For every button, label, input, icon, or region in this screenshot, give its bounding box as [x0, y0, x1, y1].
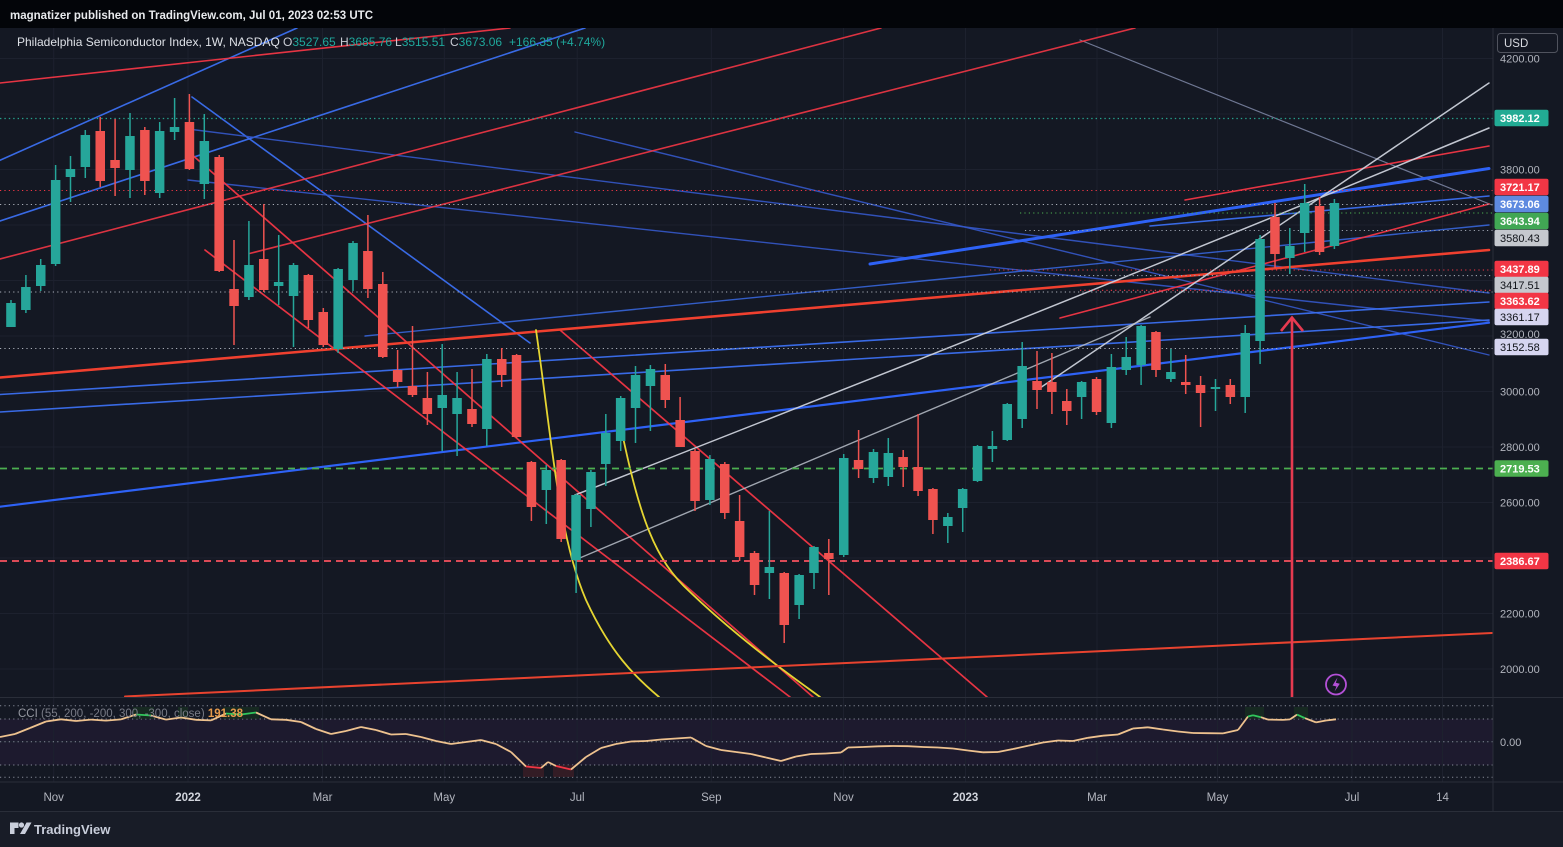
svg-text:2719.53: 2719.53 [1500, 464, 1540, 476]
svg-text:2022: 2022 [175, 792, 201, 804]
svg-text:3800.00: 3800.00 [1500, 165, 1540, 177]
svg-text:3643.94: 3643.94 [1500, 216, 1541, 228]
svg-text:Nov: Nov [833, 792, 854, 804]
svg-text:TradingView: TradingView [34, 822, 111, 837]
svg-text:3417.51: 3417.51 [1500, 280, 1540, 292]
svg-text:3152.58: 3152.58 [1500, 342, 1540, 354]
svg-text:3363.62: 3363.62 [1500, 296, 1540, 308]
svg-text:3673.06: 3673.06 [1500, 199, 1540, 211]
svg-text:+166.35 (+4.74%): +166.35 (+4.74%) [509, 35, 605, 49]
svg-text:3437.89: 3437.89 [1500, 264, 1540, 276]
svg-text:2000.00: 2000.00 [1500, 664, 1540, 676]
svg-text:O3527.65: O3527.65 [283, 35, 336, 49]
svg-text:Mar: Mar [313, 792, 333, 804]
svg-text:3721.17: 3721.17 [1500, 182, 1540, 194]
svg-text:2200.00: 2200.00 [1500, 609, 1540, 621]
svg-text:2023: 2023 [953, 792, 979, 804]
svg-text:0.00: 0.00 [1500, 737, 1521, 749]
svg-text:CCI (55, 200, -200, 300, -300,: CCI (55, 200, -200, 300, -300, close) 19… [18, 708, 244, 720]
svg-text:3000.00: 3000.00 [1500, 387, 1540, 399]
svg-text:2600.00: 2600.00 [1500, 498, 1540, 510]
svg-text:Sep: Sep [701, 792, 721, 804]
svg-text:USD: USD [1504, 38, 1528, 50]
svg-text:Nov: Nov [43, 792, 64, 804]
svg-text:Mar: Mar [1087, 792, 1107, 804]
svg-text:C3673.06: C3673.06 [450, 35, 502, 49]
svg-text:14: 14 [1436, 792, 1449, 804]
svg-text:Jul: Jul [570, 792, 585, 804]
svg-text:2800.00: 2800.00 [1500, 442, 1540, 454]
svg-text:3982.12: 3982.12 [1500, 113, 1540, 125]
svg-text:May: May [433, 792, 455, 804]
svg-text:L3515.51: L3515.51 [395, 35, 445, 49]
svg-text:Jul: Jul [1345, 792, 1360, 804]
svg-text:3200.00: 3200.00 [1500, 329, 1540, 341]
svg-text:May: May [1207, 792, 1229, 804]
svg-text:2386.67: 2386.67 [1500, 556, 1540, 568]
svg-text:3580.43: 3580.43 [1500, 233, 1540, 245]
svg-text:Philadelphia Semiconductor Ind: Philadelphia Semiconductor Index, 1W, NA… [17, 35, 280, 49]
svg-text:4200.00: 4200.00 [1500, 54, 1540, 66]
svg-text:3361.17: 3361.17 [1500, 312, 1540, 324]
svg-text:H3685.76: H3685.76 [340, 35, 392, 49]
svg-text:magnatizer published on Tradin: magnatizer published on TradingView.com,… [10, 10, 373, 22]
